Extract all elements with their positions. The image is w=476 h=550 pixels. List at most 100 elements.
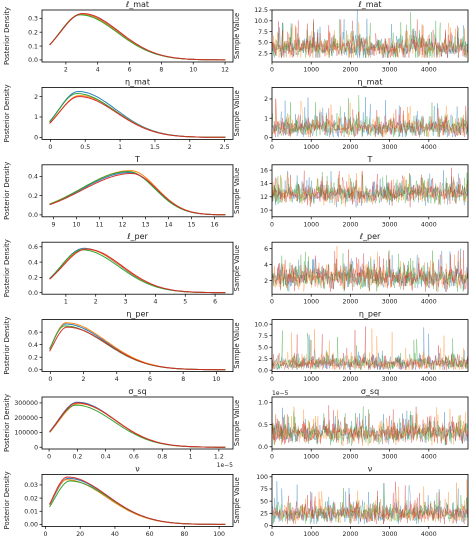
density-line-chain-4 [49, 173, 226, 216]
density-line-chain-1 [49, 247, 226, 294]
y-axis-label: Posterior Density [3, 394, 11, 452]
x-tick-label: 8 [181, 376, 185, 383]
y-offset-label: 1e−5 [272, 390, 289, 397]
x-tick-label: 13 [142, 221, 150, 228]
trace-line-chain-4 [272, 249, 468, 292]
panel-title: T [134, 155, 140, 164]
x-tick-label: 3000 [382, 454, 398, 461]
x-tick-label: 6 [213, 299, 217, 306]
y-tick-label: 0.1 [28, 43, 38, 50]
x-tick-label: 3000 [382, 221, 398, 228]
x-tick-label: 3 [124, 299, 128, 306]
x-tick-label: 0 [270, 67, 274, 74]
trace-panel-3: T 0 1000 2000 3000 4000 10 12 14 16 Sample Value [233, 155, 469, 228]
density-line-chain-4 [49, 12, 226, 61]
y-tick-label: 0.2 [28, 193, 38, 200]
x-tick-label: 2 [64, 67, 68, 74]
x-tick-label: 4000 [421, 376, 437, 383]
y-tick-label: 0.2 [28, 275, 38, 282]
y-axis-label: Sample Value [233, 13, 241, 59]
panel-title: ν [368, 464, 373, 473]
y-tick-label: 0.0 [258, 367, 268, 374]
axes-frame [271, 241, 469, 295]
plot-area [272, 10, 468, 59]
plot-area [49, 12, 226, 61]
trace-panel-4: ℓ_per 0 1000 2000 3000 4000 2 4 6 Sample Value [233, 232, 469, 306]
y-tick-label: 0.2 [28, 354, 38, 361]
x-tick-label: 10 [189, 67, 197, 74]
trace-line-chain-3 [272, 12, 468, 58]
x-tick-label: 2 [82, 376, 86, 383]
panel-title: ℓ_per [126, 232, 148, 241]
x-tick-label: 0 [48, 144, 52, 151]
y-tick-label: 10.0 [254, 18, 268, 25]
y-tick-label: 1 [264, 115, 268, 122]
x-tick-label: 1000 [303, 221, 319, 228]
x-tick-label: 1000 [303, 454, 319, 461]
trace-line-chain-4 [272, 481, 468, 525]
x-tick-label: 0.4 [101, 454, 111, 461]
y-tick-label: 0.0 [28, 367, 38, 374]
y-tick-label: 12.5 [254, 7, 268, 14]
x-tick-label: 6 [148, 376, 152, 383]
axes-frame [271, 164, 469, 218]
y-tick-label: 1 [34, 114, 38, 121]
y-tick-label: 2 [264, 278, 268, 285]
x-tick-label: 1 [118, 144, 122, 151]
x-tick-label: 2000 [343, 454, 359, 461]
y-axis-label: Sample Value [233, 477, 241, 523]
panel-title: ℓ_mat [357, 0, 381, 9]
y-tick-label: 10 [260, 207, 268, 214]
y-axis-label: Posterior Density [3, 162, 11, 220]
x-tick-label: 10 [212, 376, 220, 383]
panel-title: η_per [126, 310, 149, 319]
axes-frame [271, 9, 469, 63]
trace-line-chain-4 [272, 19, 468, 59]
plot-area [49, 476, 226, 525]
y-tick-label: 0.2 [28, 29, 38, 36]
x-tick-label: 0 [270, 376, 274, 383]
x-tick-label: 3000 [382, 531, 398, 538]
plot-area [272, 167, 468, 208]
y-tick-label: 0.0 [28, 57, 38, 64]
y-tick-label: 0.0 [28, 212, 38, 219]
x-tick-label: 3000 [382, 144, 398, 151]
y-tick-label: 0.02 [24, 495, 38, 502]
y-axis-label: Sample Value [233, 168, 241, 214]
y-axis-label: Sample Value [233, 400, 241, 446]
x-tick-label: 1000 [303, 376, 319, 383]
density-line-chain-4 [49, 476, 226, 525]
trace-line-chain-4 [272, 167, 468, 208]
y-tick-label: 75 [260, 486, 268, 493]
y-tick-label: 0.03 [24, 482, 38, 489]
x-tick-label: 0 [270, 454, 274, 461]
panel-title: ℓ_mat [125, 0, 149, 9]
x-tick-label: 100 [213, 531, 225, 538]
plot-area [49, 322, 226, 371]
y-tick-label: 300000 [14, 400, 38, 407]
x-tick-label: 0.6 [129, 454, 139, 461]
x-tick-label: 2000 [343, 531, 359, 538]
panel-title: η_mat [125, 77, 150, 86]
y-tick-label: 0 [34, 444, 38, 451]
panel-title: ν [135, 464, 140, 473]
density-panel-6: σ_sq 0 0.2 0.4 0.6 0.8 1 1.2 0 100000 200000 300000… [3, 387, 234, 469]
y-tick-label: 0.4 [28, 174, 38, 181]
panel-title: σ_sq [361, 387, 379, 396]
x-tick-label: 1.5 [150, 144, 160, 151]
x-tick-label: 60 [146, 531, 154, 538]
y-axis-label: Posterior Density [3, 239, 11, 297]
density-line-chain-1 [49, 90, 226, 138]
y-tick-label: 200000 [14, 415, 38, 422]
plot-area [272, 326, 468, 371]
axes-frame [41, 319, 234, 373]
y-tick-label: 0 [264, 523, 268, 530]
x-tick-label: 2 [94, 299, 98, 306]
density-panel-7: ν 0 20 40 60 80 100 0.00 0.01 0.02 0.03 Posterior D… [3, 464, 234, 538]
plot-area [272, 246, 468, 292]
density-panel-4: ℓ_per 1 2 3 4 5 6 0.0 0.2 0.4 0.6 Posterior Density [3, 232, 234, 306]
y-tick-label: 2.5 [258, 356, 268, 363]
x-tick-label: 0 [270, 144, 274, 151]
trace-line-chain-4 [272, 405, 468, 446]
x-tick-label: 3000 [382, 299, 398, 306]
